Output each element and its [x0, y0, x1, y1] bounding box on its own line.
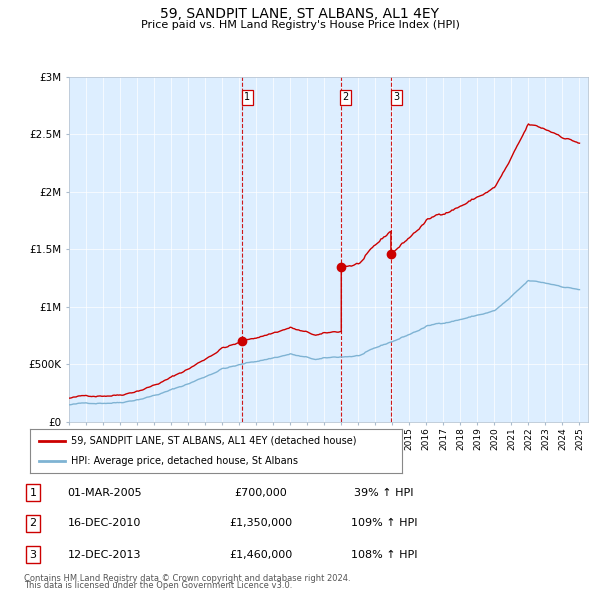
Text: 3: 3	[29, 550, 37, 559]
Text: 59, SANDPIT LANE, ST ALBANS, AL1 4EY: 59, SANDPIT LANE, ST ALBANS, AL1 4EY	[161, 7, 439, 21]
Text: 59, SANDPIT LANE, ST ALBANS, AL1 4EY (detached house): 59, SANDPIT LANE, ST ALBANS, AL1 4EY (de…	[71, 436, 356, 446]
Text: 2: 2	[343, 93, 349, 103]
Text: 1: 1	[29, 488, 37, 497]
Text: 1: 1	[244, 93, 250, 103]
Text: Contains HM Land Registry data © Crown copyright and database right 2024.: Contains HM Land Registry data © Crown c…	[24, 573, 350, 583]
Text: 3: 3	[394, 93, 400, 103]
Text: This data is licensed under the Open Government Licence v3.0.: This data is licensed under the Open Gov…	[24, 581, 292, 590]
Text: HPI: Average price, detached house, St Albans: HPI: Average price, detached house, St A…	[71, 456, 298, 466]
Text: 16-DEC-2010: 16-DEC-2010	[68, 519, 142, 528]
Text: Price paid vs. HM Land Registry's House Price Index (HPI): Price paid vs. HM Land Registry's House …	[140, 20, 460, 30]
Text: 12-DEC-2013: 12-DEC-2013	[68, 550, 142, 559]
Text: £1,460,000: £1,460,000	[229, 550, 293, 559]
Text: 109% ↑ HPI: 109% ↑ HPI	[351, 519, 417, 528]
Text: 01-MAR-2005: 01-MAR-2005	[68, 488, 142, 497]
Text: £700,000: £700,000	[235, 488, 287, 497]
Text: 108% ↑ HPI: 108% ↑ HPI	[351, 550, 417, 559]
Text: 2: 2	[29, 519, 37, 528]
Text: 39% ↑ HPI: 39% ↑ HPI	[354, 488, 414, 497]
Text: £1,350,000: £1,350,000	[229, 519, 293, 528]
